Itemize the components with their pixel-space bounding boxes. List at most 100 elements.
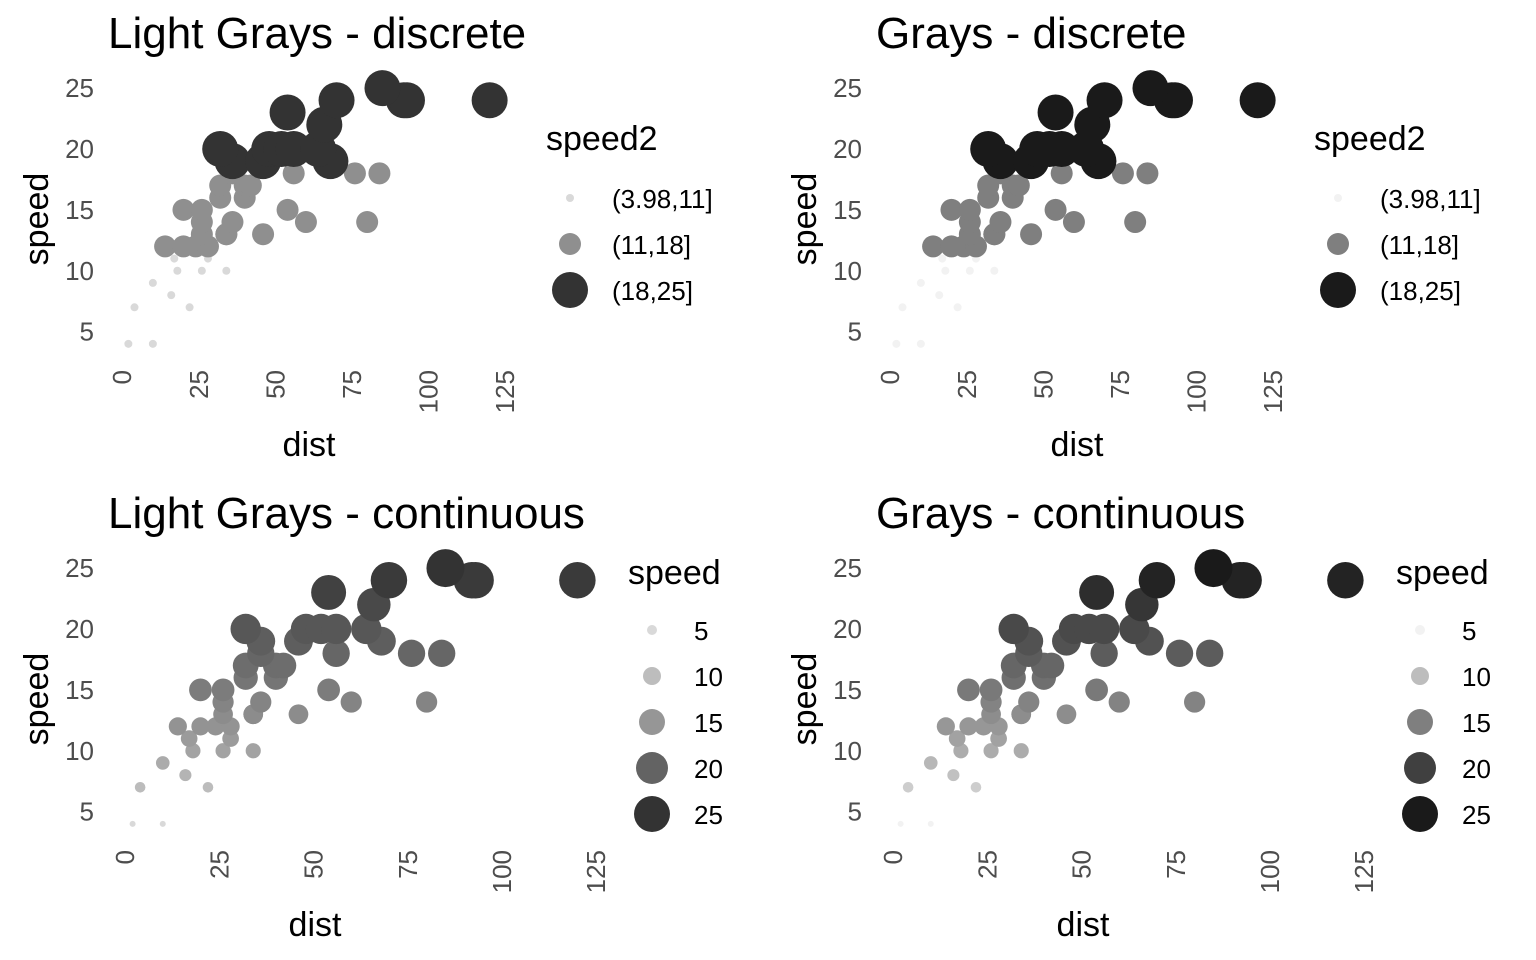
data-point — [941, 266, 950, 275]
data-point — [902, 782, 914, 793]
data-point — [202, 782, 214, 793]
data-point — [294, 211, 317, 234]
data-point — [1044, 198, 1067, 221]
data-point — [1090, 639, 1118, 667]
panel-title: Light Grays - discrete — [108, 9, 526, 58]
x-tick-label: 50 — [299, 850, 329, 879]
x-tick-label: 100 — [487, 850, 517, 893]
legend-label: 25 — [694, 800, 723, 830]
y-tick-label: 15 — [833, 195, 862, 225]
data-point — [318, 82, 355, 119]
y-tick-label: 5 — [80, 317, 94, 347]
legend-key — [643, 667, 661, 685]
legend-key — [634, 796, 670, 832]
data-point — [1018, 691, 1040, 713]
data-point — [989, 211, 1012, 234]
y-tick-label: 25 — [65, 553, 94, 583]
data-point — [134, 782, 146, 793]
data-point — [202, 130, 239, 167]
legend-key — [559, 233, 581, 255]
points — [892, 70, 1276, 348]
data-point — [351, 613, 382, 645]
data-point — [1239, 82, 1276, 119]
points — [897, 549, 1364, 827]
legend-label: 20 — [1462, 754, 1491, 784]
legend-key — [1402, 796, 1438, 832]
data-point — [1007, 174, 1030, 197]
data-point — [356, 211, 379, 234]
data-point — [154, 235, 177, 258]
data-point — [1165, 639, 1194, 667]
x-tick-label: 50 — [1028, 370, 1058, 399]
data-point — [983, 743, 999, 759]
data-point — [957, 678, 980, 702]
y-tick-label: 15 — [65, 675, 94, 705]
x-tick-label: 125 — [490, 370, 520, 413]
panel-grays-discrete: Grays - discrete 5 10 15 20 25 0 25 50 75 100 125 di… — [786, 9, 1481, 464]
legend-label: 10 — [694, 662, 723, 692]
data-point — [276, 198, 299, 221]
data-point — [428, 639, 456, 667]
data-point — [1079, 574, 1115, 610]
x-tick-label: 25 — [204, 850, 234, 879]
data-point — [958, 198, 981, 221]
legend-key — [552, 272, 588, 308]
data-point — [173, 266, 182, 275]
x-tick-label: 125 — [1258, 370, 1288, 413]
data-point — [179, 769, 192, 782]
data-point — [970, 782, 982, 793]
data-point — [953, 743, 969, 759]
x-tick-label: 75 — [1161, 850, 1191, 879]
data-point — [322, 639, 350, 667]
data-point — [185, 743, 201, 759]
data-point — [970, 130, 1007, 167]
data-point — [317, 678, 340, 702]
data-point — [457, 562, 494, 599]
x-tick-label: 75 — [1105, 370, 1135, 399]
data-point — [180, 730, 198, 747]
data-point — [1119, 613, 1150, 645]
legend-label: 5 — [694, 616, 708, 646]
data-point — [269, 94, 306, 131]
y-tick-label: 25 — [833, 553, 862, 583]
data-point — [215, 743, 231, 759]
data-point — [197, 266, 206, 275]
legend: speed2 (3.98,11] (11,18] (18,25] — [546, 120, 713, 308]
y-tick-label: 25 — [833, 73, 862, 103]
legend: speed 5 10 15 20 25 — [628, 554, 723, 832]
y-tick-label: 20 — [65, 134, 94, 164]
data-point — [1327, 562, 1364, 599]
x-tick-label: 0 — [107, 370, 137, 384]
legend-label: (3.98,11] — [1380, 184, 1481, 214]
data-point — [892, 339, 901, 348]
y-tick-label: 15 — [833, 675, 862, 705]
data-point — [159, 820, 166, 827]
data-point — [239, 174, 262, 197]
y-tick-label: 5 — [80, 797, 94, 827]
legend-label: 15 — [1462, 708, 1491, 738]
legend-key — [636, 752, 668, 784]
data-point — [190, 198, 213, 221]
panel-light-grays-discrete: Light Grays - discrete 5 10 15 20 25 0 25 50 75 10… — [18, 9, 713, 464]
legend-key — [1334, 194, 1342, 202]
legend-key — [639, 709, 665, 735]
data-point — [948, 730, 966, 747]
x-tick-label: 100 — [1181, 370, 1211, 413]
legend-key — [1327, 233, 1349, 255]
y-axis-title: speed — [18, 653, 56, 746]
legend-title: speed2 — [546, 120, 658, 158]
data-point — [898, 303, 907, 312]
y-tick-label: 20 — [833, 134, 862, 164]
data-point — [397, 639, 426, 667]
y-axis-title: speed — [786, 173, 824, 266]
data-point — [222, 266, 231, 275]
y-tick-label: 25 — [65, 73, 94, 103]
data-point — [923, 756, 938, 770]
legend-title: speed2 — [1314, 120, 1426, 158]
legend-title: speed — [628, 554, 721, 592]
data-point — [979, 678, 1003, 702]
data-point — [1136, 162, 1159, 185]
x-tick-label: 125 — [1349, 850, 1379, 893]
data-point — [916, 339, 925, 348]
